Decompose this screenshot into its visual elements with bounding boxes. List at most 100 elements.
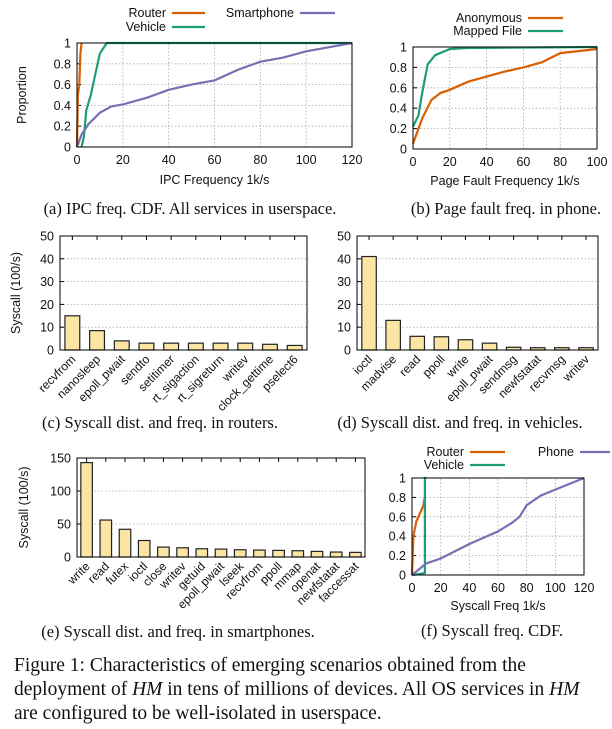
- legend-label: Mapped File: [453, 24, 522, 38]
- y-tick-label: 1: [400, 41, 407, 55]
- plot-frame: [411, 477, 585, 576]
- category-label: read: [396, 352, 423, 379]
- legend-label: Vehicle: [126, 20, 166, 34]
- x-tick-label: 100: [587, 155, 608, 169]
- bar-openat: [310, 550, 324, 558]
- bar-setitimer: [163, 342, 180, 351]
- subfigure-caption: (a) IPC freq. CDF. All services in users…: [44, 199, 337, 218]
- series-line-phone: [411, 476, 585, 576]
- caption-hm: HM: [132, 679, 163, 700]
- plot-frame: [76, 457, 366, 558]
- x-axis-label: Page Fault Frequency 1k/s: [430, 174, 579, 188]
- bar-writev: [176, 547, 189, 558]
- bar-ioctl: [361, 255, 377, 351]
- y-tick-label: 0.8: [54, 57, 71, 71]
- x-tick-label: 60: [516, 155, 530, 169]
- x-tick-label: 20: [434, 581, 448, 595]
- x-tick-label: 0: [410, 155, 417, 169]
- x-tick-label: 20: [116, 153, 130, 167]
- caption-text: in tens of millions of devices. All OS s…: [162, 679, 550, 700]
- subfigure-caption: (e) Syscall dist. and freq. in smartphon…: [41, 622, 315, 641]
- bar-read: [99, 519, 113, 558]
- figure-caption: Figure 1: Characteristics of emerging sc…: [14, 654, 604, 726]
- y-tick-label: 1: [399, 472, 406, 486]
- subfigure-caption: (d) Syscall dist. and freq. in vehicles.: [337, 413, 582, 432]
- y-tick-label: 20: [337, 298, 351, 312]
- y-tick-label: 0.2: [389, 549, 406, 563]
- x-tick-label: 80: [253, 153, 267, 167]
- chart-a: 0 0.2 0.4 0.6 0.8 1 0 20 40 60 80 100 120 RouterVehic…: [15, 6, 362, 218]
- x-tick-label: 40: [462, 581, 476, 595]
- y-tick-label: 0.8: [389, 491, 406, 505]
- y-tick-label: 0.4: [54, 99, 71, 113]
- y-tick-label: 0.8: [390, 61, 407, 75]
- bar-epoll_pwait: [481, 342, 498, 351]
- bar-getuid: [195, 548, 209, 558]
- bar-epoll_pwait: [113, 340, 130, 351]
- subfigure-caption: (f) Syscall freq. CDF.: [421, 621, 563, 640]
- x-axis-label: Syscall Freq 1k/s: [450, 599, 545, 613]
- caption-hm: HM: [549, 679, 580, 700]
- legend-label: Smartphone: [226, 6, 294, 20]
- plot-frame: [76, 42, 353, 148]
- y-tick-label: 0: [400, 143, 407, 157]
- bar-sendto: [138, 342, 155, 351]
- bar-writev: [237, 342, 254, 351]
- y-tick-label: 10: [40, 321, 54, 335]
- bar-faccessat: [349, 551, 362, 558]
- bar-lseek: [233, 549, 247, 558]
- y-tick-label: 1: [64, 37, 71, 51]
- y-tick-label: 0.6: [389, 510, 406, 524]
- chart-d: 01020304050ioctlmadvisereadppollwriteepo…: [337, 230, 599, 432]
- bar-recvfrom: [64, 315, 81, 351]
- legend-label: Router: [426, 445, 464, 459]
- series-line-router: [75, 42, 83, 148]
- bar-ioctl: [137, 539, 151, 558]
- series-line-router: [410, 499, 426, 576]
- figure-charts: 00.20.40.60.810 20 40 60 80 100 120RouterVehic…: [9, 6, 610, 641]
- x-tick-label: 120: [574, 581, 595, 595]
- plot-frame: [412, 46, 598, 150]
- x-tick-label: 60: [491, 581, 505, 595]
- y-tick-label: 30: [40, 275, 54, 289]
- y-tick-label: 0: [344, 344, 351, 358]
- y-tick-label: 50: [337, 230, 351, 244]
- bar-epoll_pwait: [214, 548, 228, 558]
- legend-label: Phone: [538, 445, 574, 459]
- chart-b: 0 0.2 0.4 0.6 0.8 1 0 20 40 60 80 100 AnonymousMappe…: [390, 11, 608, 218]
- x-tick-label: 40: [162, 153, 176, 167]
- legend-label: Vehicle: [424, 458, 464, 472]
- y-tick-label: 50: [40, 230, 54, 244]
- bar-nanosleep: [89, 330, 106, 351]
- x-tick-label: 100: [296, 153, 317, 167]
- x-axis-label: IPC Frequency 1k/s: [160, 173, 270, 187]
- y-tick-label: 0.6: [54, 78, 71, 92]
- x-tick-label: 60: [208, 153, 222, 167]
- chart-f: 0 0.2 0.4 0.6 0.8 1 0 20 40 60 80 100 120 RouterVehic…: [389, 445, 610, 640]
- category-label: ppoll: [420, 352, 448, 380]
- bar-ppoll: [272, 549, 285, 558]
- bar-recvfrom: [253, 549, 266, 558]
- series-line-mapped-file: [412, 45, 598, 128]
- bar-write: [80, 462, 93, 558]
- x-tick-label: 20: [443, 155, 457, 169]
- y-tick-label: 150: [50, 452, 71, 466]
- subfigure-caption: (b) Page fault freq. in phone.: [411, 199, 601, 218]
- plot-frame: [59, 235, 308, 351]
- y-tick-label: 0: [399, 569, 406, 583]
- subfigure-caption: (c) Syscall dist. and freq. in routers.: [42, 413, 278, 432]
- chart-c: 01020304050recvfromnanosleepepoll_pwaits…: [9, 230, 308, 432]
- series-line-anonymous: [411, 47, 598, 145]
- caption-text: Figure 1: Characteristics of emerging sc…: [14, 655, 526, 700]
- y-axis-label: Syscall (100/s): [9, 252, 23, 334]
- bar-rt_sigaction: [187, 342, 204, 351]
- bar-madvise: [385, 319, 401, 351]
- x-tick-label: 0: [409, 581, 416, 595]
- legend-label: Router: [128, 6, 166, 20]
- y-tick-label: 0: [47, 344, 54, 358]
- x-tick-label: 40: [480, 155, 494, 169]
- y-tick-label: 50: [57, 518, 71, 532]
- y-tick-label: 0: [64, 141, 71, 155]
- y-tick-label: 40: [337, 252, 351, 266]
